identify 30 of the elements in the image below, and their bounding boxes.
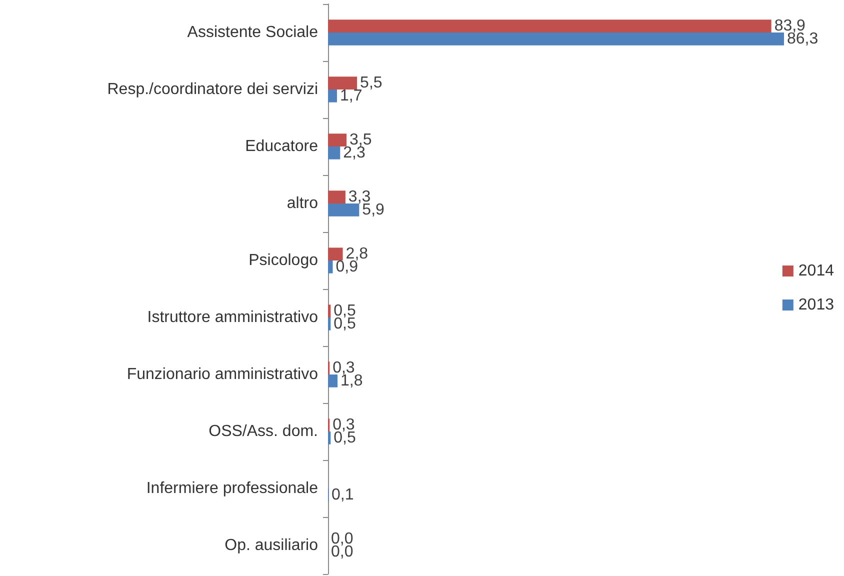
y-tick-label: altro (286, 195, 318, 212)
y-tick-label: Istruttore amministrativo (147, 309, 318, 326)
bar (328, 134, 346, 146)
bar (328, 318, 331, 330)
bar (328, 304, 331, 318)
bar (328, 20, 772, 32)
y-tick-label: Resp./coordinatore dei servizi (107, 81, 318, 98)
bar (328, 374, 338, 388)
data-label: 0,1 (332, 486, 354, 504)
y-tick-label: Assistente Sociale (187, 24, 318, 41)
bar (328, 432, 331, 444)
bar (328, 190, 346, 204)
bar (328, 260, 333, 274)
bar (328, 90, 337, 102)
y-tick-label: Funzionario amministrativo (126, 366, 318, 383)
bar (328, 76, 358, 90)
y-tick-label: Op. ausiliario (224, 537, 318, 554)
data-label: 5,5 (360, 74, 382, 92)
data-label: 1,7 (340, 87, 362, 104)
legend-label: 2013 (798, 296, 834, 314)
legend-label: 2014 (798, 262, 834, 280)
y-tick-label: Psicologo (248, 252, 318, 269)
bar (328, 248, 343, 260)
y-tick-label: OSS/Ass. dom. (208, 423, 318, 440)
bar (328, 146, 340, 160)
y-tick-label: Educatore (245, 138, 318, 155)
y-tick-label: Infermiere professionale (146, 480, 318, 497)
data-label: 5,9 (362, 201, 385, 218)
bar (328, 32, 784, 46)
bar (328, 204, 360, 216)
